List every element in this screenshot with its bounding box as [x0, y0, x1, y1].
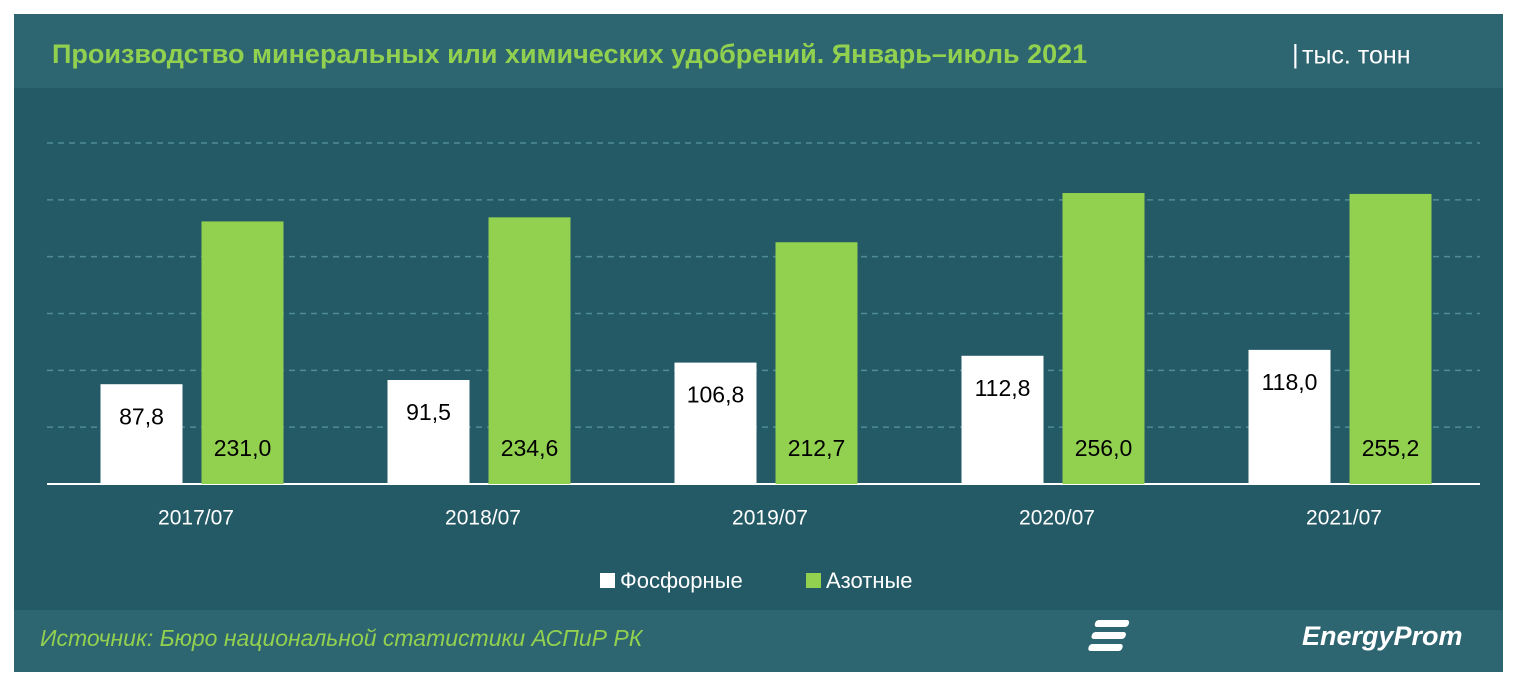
unit-label: тыс. тонн: [1302, 42, 1411, 70]
legend-label: Азотные: [826, 568, 913, 593]
bar: [100, 384, 183, 484]
x-tick-label: 2018/07: [445, 507, 521, 530]
x-tick-label: 2021/07: [1306, 507, 1382, 530]
bar: [775, 242, 858, 484]
chart-title: Производство минеральных или химических …: [52, 39, 1087, 69]
footer-band: [14, 610, 1503, 672]
x-tick-label: 2020/07: [1019, 507, 1095, 530]
bar: [1062, 193, 1145, 484]
source: Источник: Бюро национальной статистики А…: [40, 625, 644, 651]
legend-swatch: [806, 573, 821, 588]
x-tick-label: 2019/07: [732, 507, 808, 530]
logo: EnergyProm: [1088, 620, 1463, 651]
unit-separator: |: [1292, 39, 1299, 69]
data-label: 118,0: [1262, 369, 1318, 395]
bar: [961, 355, 1044, 484]
legend-label: Фосфорные: [620, 568, 743, 593]
bar: [1349, 193, 1432, 484]
bar: [201, 221, 284, 484]
data-label: 212,7: [788, 435, 846, 461]
bar: [488, 217, 571, 484]
data-label: 255,2: [1362, 435, 1420, 461]
bar: [674, 362, 757, 484]
title-band: [14, 14, 1503, 88]
x-tick-label: 2017/07: [158, 507, 234, 530]
data-label: 106,8: [687, 382, 745, 408]
data-label: 91,5: [406, 399, 451, 425]
logo-icon: [1091, 632, 1126, 639]
bar: [1248, 349, 1331, 484]
logo-icon: [1094, 620, 1130, 627]
logo-text: EnergyProm: [1302, 621, 1463, 651]
data-label: 87,8: [119, 403, 164, 429]
legend-swatch: [600, 573, 615, 588]
data-label: 256,0: [1075, 435, 1133, 461]
data-label: 112,8: [975, 375, 1031, 401]
logo-icon: [1088, 644, 1123, 651]
data-label: 231,0: [214, 435, 272, 461]
bar: [387, 379, 470, 484]
data-label: 234,6: [501, 435, 559, 461]
